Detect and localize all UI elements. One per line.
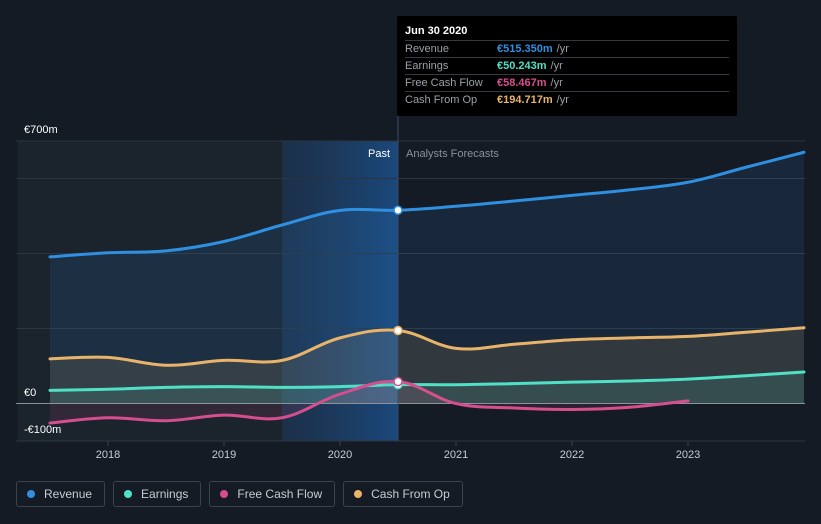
- legend-dot-icon: [220, 490, 229, 498]
- x-tick-label: 2023: [676, 449, 700, 461]
- tooltip-label: Revenue: [405, 43, 450, 55]
- chart-legend: Revenue Earnings Free Cash Flow Cash Fro…: [16, 481, 463, 509]
- tooltip-label: Earnings: [405, 60, 449, 72]
- series-area-revenue: [50, 152, 804, 404]
- series-marker-free-cash-flow: [393, 376, 403, 387]
- legend-label: Cash From Op: [371, 487, 450, 501]
- tooltip-date: Jun 30 2020: [405, 25, 468, 37]
- x-tick-label: 2018: [96, 449, 120, 461]
- y-tick-label: €0: [24, 387, 36, 399]
- legend-item-revenue[interactable]: Revenue: [16, 481, 106, 507]
- legend-item-earnings[interactable]: Earnings: [113, 481, 202, 507]
- legend-label: Free Cash Flow: [237, 487, 323, 501]
- series-area-cash-from-op: [50, 327, 804, 404]
- tooltip-value: €515.350m: [497, 43, 553, 55]
- tooltip-label: Cash From Op: [405, 94, 478, 106]
- tooltip-unit: /yr: [550, 77, 563, 89]
- legend-item-free-cash-flow[interactable]: Free Cash Flow: [209, 481, 336, 507]
- series-line-revenue: [48, 150, 806, 259]
- legend-dot-icon: [354, 490, 363, 498]
- forecast-label: Analysts Forecasts: [406, 148, 499, 160]
- series-line-free-cash-flow: [48, 379, 690, 425]
- tooltip-row-earnings: Earnings €50.243m /yr: [405, 57, 729, 74]
- legend-dot-icon: [27, 490, 35, 498]
- tooltip-row-revenue: Revenue €515.350m /yr: [405, 40, 729, 57]
- x-tick-label: 2021: [444, 449, 468, 461]
- y-tick-label: -€100m: [24, 424, 61, 436]
- tooltip-unit: /yr: [550, 60, 563, 72]
- data-tooltip: Jun 30 2020 Revenue €515.350m /yr Earnin…: [397, 16, 737, 116]
- series-area-free-cash-flow: [50, 381, 688, 423]
- legend-item-cash-from-op[interactable]: Cash From Op: [343, 481, 463, 507]
- series-line-earnings: [48, 370, 806, 392]
- legend-label: Earnings: [141, 487, 189, 501]
- tooltip-value: €194.717m: [497, 94, 553, 106]
- series-line-cash-from-op: [48, 326, 806, 367]
- tooltip-unit: /yr: [556, 43, 569, 55]
- x-tick-label: 2019: [212, 449, 236, 461]
- tooltip-row-free-cash-flow: Free Cash Flow €58.467m /yr: [405, 74, 729, 91]
- series-marker-revenue: [393, 205, 403, 215]
- x-tick-label: 2020: [328, 449, 352, 461]
- tooltip-value: €50.243m: [497, 60, 547, 72]
- past-label: Past: [368, 148, 390, 160]
- tooltip-row-cash-from-op: Cash From Op €194.717m /yr: [405, 91, 729, 108]
- tooltip-label: Free Cash Flow: [405, 77, 483, 89]
- legend-dot-icon: [124, 490, 133, 498]
- tooltip-unit: /yr: [556, 94, 569, 106]
- tooltip-value: €58.467m: [497, 77, 547, 89]
- series-marker-cash-from-op: [393, 325, 403, 336]
- series-area-earnings: [50, 372, 804, 404]
- past-highlight-band: [282, 141, 398, 441]
- legend-label: Revenue: [44, 487, 93, 501]
- y-tick-label: €700m: [24, 124, 58, 136]
- x-tick-label: 2022: [560, 449, 584, 461]
